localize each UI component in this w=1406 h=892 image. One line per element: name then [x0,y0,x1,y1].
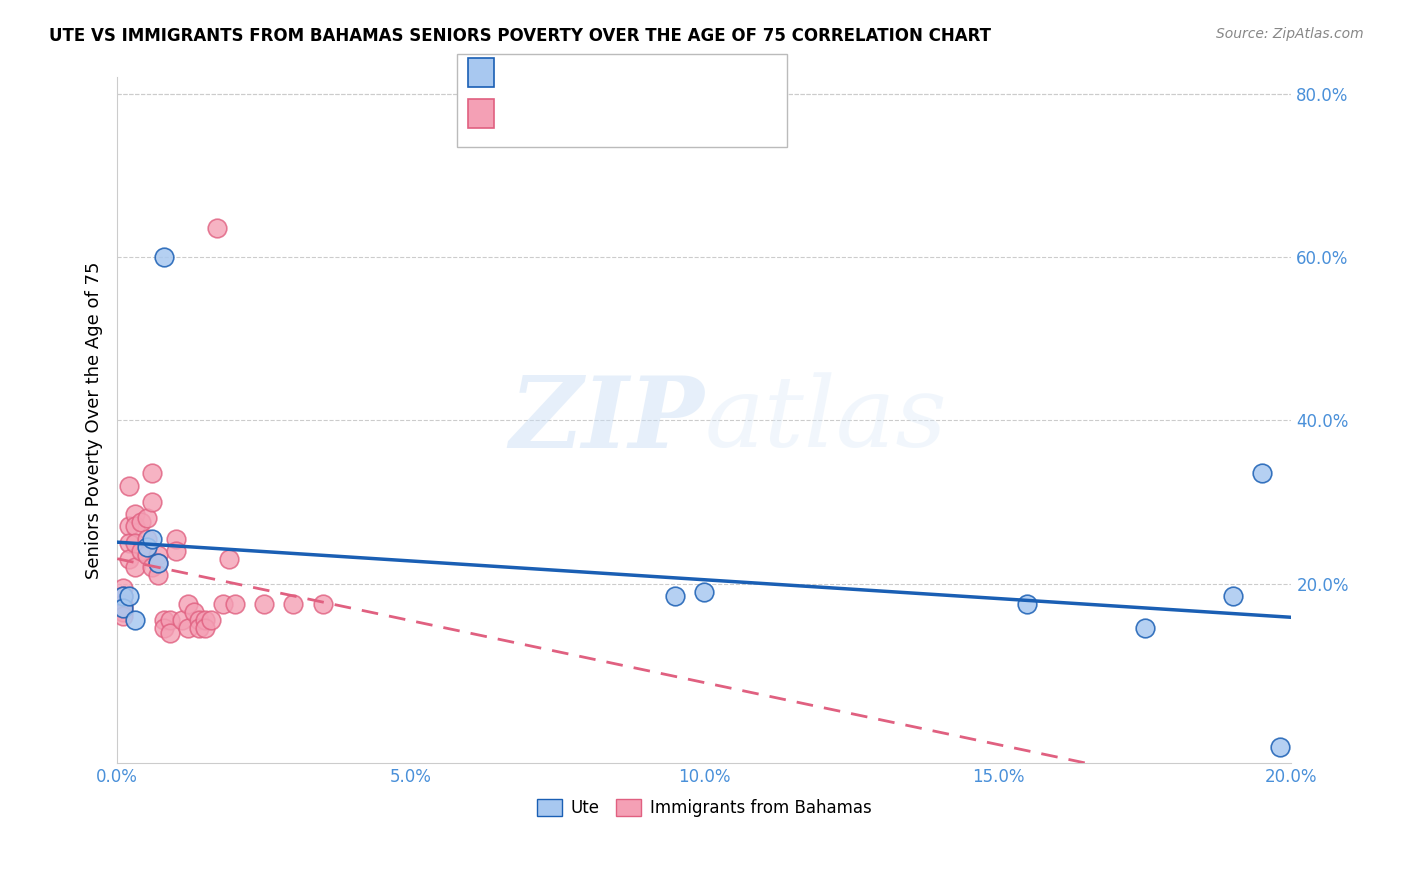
Point [118,552,141,566]
Point [141,467,163,481]
Point [1268,739,1291,754]
Point [1222,589,1244,603]
Point [1133,622,1156,636]
Point [1017,597,1039,611]
Text: 0.219: 0.219 [543,110,599,128]
Point [153,613,176,627]
Point [148,556,170,570]
Point [165,532,187,546]
Point [124,519,146,533]
Point [129,544,152,558]
Point [1251,467,1274,481]
Point [118,519,141,533]
Text: UTE VS IMMIGRANTS FROM BAHAMAS SENIORS POVERTY OVER THE AGE OF 75 CORRELATION CH: UTE VS IMMIGRANTS FROM BAHAMAS SENIORS P… [49,27,991,45]
Point [112,609,135,624]
Point [153,622,176,636]
Text: 0.096: 0.096 [543,69,599,87]
Point [112,601,135,615]
Point [205,221,228,235]
Text: N =: N = [609,110,648,128]
Text: 47: 47 [648,110,673,128]
Legend: Ute, Immigrants from Bahamas: Ute, Immigrants from Bahamas [530,792,877,823]
Point [124,507,146,521]
Point [153,250,176,264]
Point [135,548,157,562]
Point [188,622,211,636]
Text: atlas: atlas [704,373,948,468]
Point [135,511,157,525]
Point [112,597,135,611]
Point [141,532,163,546]
Text: R =: R = [503,69,543,87]
Point [118,535,141,549]
Point [200,613,222,627]
Point [283,597,305,611]
Point [224,597,246,611]
Point [312,597,335,611]
Point [148,556,170,570]
Point [118,589,141,603]
Point [165,544,187,558]
Point [141,495,163,509]
Point [148,548,170,562]
Point [194,613,217,627]
Point [159,613,181,627]
Text: 15: 15 [648,69,673,87]
Point [124,613,146,627]
Point [170,613,193,627]
Point [148,568,170,582]
Point [159,625,181,640]
Point [183,605,205,619]
Point [112,605,135,619]
Text: N =: N = [609,69,648,87]
Point [664,589,686,603]
Point [176,622,198,636]
Point [253,597,276,611]
Point [112,601,135,615]
Point [176,597,198,611]
Point [693,584,716,599]
Point [218,552,240,566]
Point [118,478,141,492]
Text: Source: ZipAtlas.com: Source: ZipAtlas.com [1216,27,1364,41]
Point [124,535,146,549]
Point [112,581,135,595]
Point [112,589,135,603]
Point [194,622,217,636]
Y-axis label: Seniors Poverty Over the Age of 75: Seniors Poverty Over the Age of 75 [86,261,103,579]
Text: R =: R = [503,110,543,128]
Text: ZIP: ZIP [509,372,704,468]
Point [135,540,157,554]
Point [112,589,135,603]
Point [141,560,163,574]
Point [124,560,146,574]
Point [129,516,152,530]
Point [188,613,211,627]
Point [212,597,235,611]
Point [135,532,157,546]
